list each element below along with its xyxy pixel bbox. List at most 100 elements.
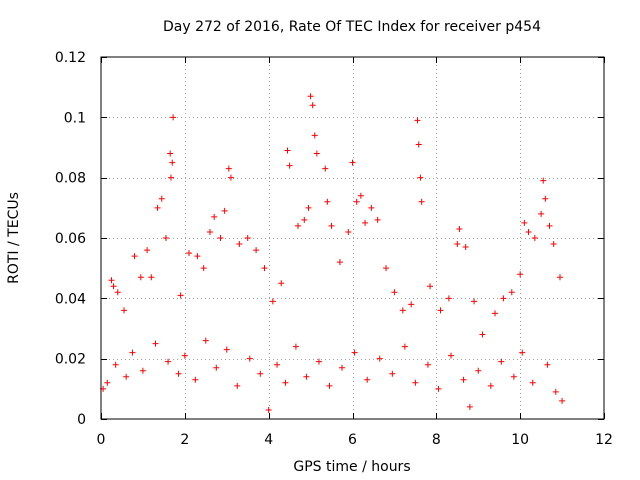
y-tick-label: 0.04 (55, 291, 86, 307)
data-point (362, 219, 369, 226)
data-point (110, 283, 117, 290)
data-point (479, 331, 486, 338)
data-point (194, 253, 201, 260)
data-point (234, 382, 241, 389)
data-point (152, 340, 159, 347)
data-point (498, 358, 505, 365)
data-point (519, 349, 526, 356)
data-point (181, 352, 188, 359)
data-point (427, 283, 434, 290)
data-point (278, 280, 285, 287)
data-point (462, 244, 469, 251)
data-point (170, 114, 177, 121)
data-point (517, 271, 524, 278)
data-points (100, 93, 566, 413)
data-point (265, 406, 272, 413)
data-point (391, 289, 398, 296)
y-tick-label: 0.08 (55, 171, 86, 187)
data-point (336, 259, 343, 266)
data-point (315, 358, 322, 365)
x-tick-labels: 0 2 4 6 8 10 12 (97, 432, 613, 448)
data-point (475, 367, 482, 374)
data-point (500, 295, 507, 302)
data-point (284, 147, 291, 154)
data-point (144, 247, 151, 254)
data-point (286, 162, 293, 169)
data-point (521, 219, 528, 226)
data-point (269, 298, 276, 305)
data-point (192, 376, 199, 383)
x-tick-label: 12 (595, 432, 613, 448)
data-point (437, 307, 444, 314)
y-tick-label: 0.1 (64, 110, 86, 126)
data-point (177, 292, 184, 299)
data-point (324, 198, 331, 205)
data-point (415, 141, 422, 148)
y-axis-label: ROTI / TECUs (6, 192, 22, 284)
data-point (206, 228, 213, 235)
data-point (217, 235, 224, 241)
data-point (383, 265, 390, 272)
data-point (261, 265, 268, 272)
grid (101, 57, 604, 419)
data-point (129, 349, 136, 356)
data-point (435, 385, 442, 392)
data-point (456, 225, 463, 232)
data-point (345, 228, 352, 235)
data-point (401, 343, 408, 350)
data-point (556, 274, 563, 281)
data-point (399, 307, 406, 314)
y-tick-label: 0.02 (55, 352, 86, 368)
data-point (448, 352, 455, 359)
data-point (202, 337, 209, 344)
data-point (221, 207, 228, 214)
x-axis-label: GPS time / hours (293, 459, 410, 475)
data-point (364, 376, 371, 383)
data-point (213, 364, 220, 371)
data-point (257, 370, 264, 377)
data-point (376, 355, 383, 362)
data-point (295, 222, 302, 229)
data-point (322, 165, 329, 172)
y-tick-label: 0 (77, 412, 86, 428)
data-point (487, 382, 494, 389)
data-point (307, 93, 314, 100)
data-point (408, 301, 415, 308)
data-point (412, 379, 419, 386)
data-point (540, 177, 547, 184)
y-tick-labels: 0 0.02 0.04 0.06 0.08 0.1 0.12 (55, 50, 86, 428)
data-point (175, 370, 182, 377)
data-point (186, 250, 193, 257)
x-tick-label: 0 (97, 432, 106, 448)
data-point (137, 274, 144, 281)
data-point (552, 388, 559, 395)
data-point (351, 349, 358, 356)
data-point (123, 373, 130, 380)
data-point (158, 195, 165, 202)
data-point (225, 165, 232, 172)
data-point (414, 117, 421, 124)
data-point (274, 361, 281, 368)
y-tick-label: 0.06 (55, 231, 86, 247)
data-point (139, 367, 146, 374)
data-point (121, 307, 128, 314)
y-tick-label: 0.12 (55, 50, 86, 66)
data-point (510, 373, 517, 380)
chart-title: Day 272 of 2016, Rate Of TEC Index for r… (163, 19, 541, 35)
data-point (389, 370, 396, 377)
data-point (303, 373, 310, 380)
data-point (313, 150, 320, 157)
data-point (114, 289, 121, 296)
data-point (200, 265, 207, 272)
data-point (309, 102, 316, 109)
data-point (165, 358, 172, 365)
data-point (466, 403, 473, 410)
data-point (292, 343, 299, 350)
data-point (374, 216, 381, 223)
data-point (167, 150, 174, 157)
data-point (112, 361, 119, 368)
data-point (559, 397, 566, 404)
data-point (529, 379, 536, 386)
data-point (108, 277, 115, 284)
